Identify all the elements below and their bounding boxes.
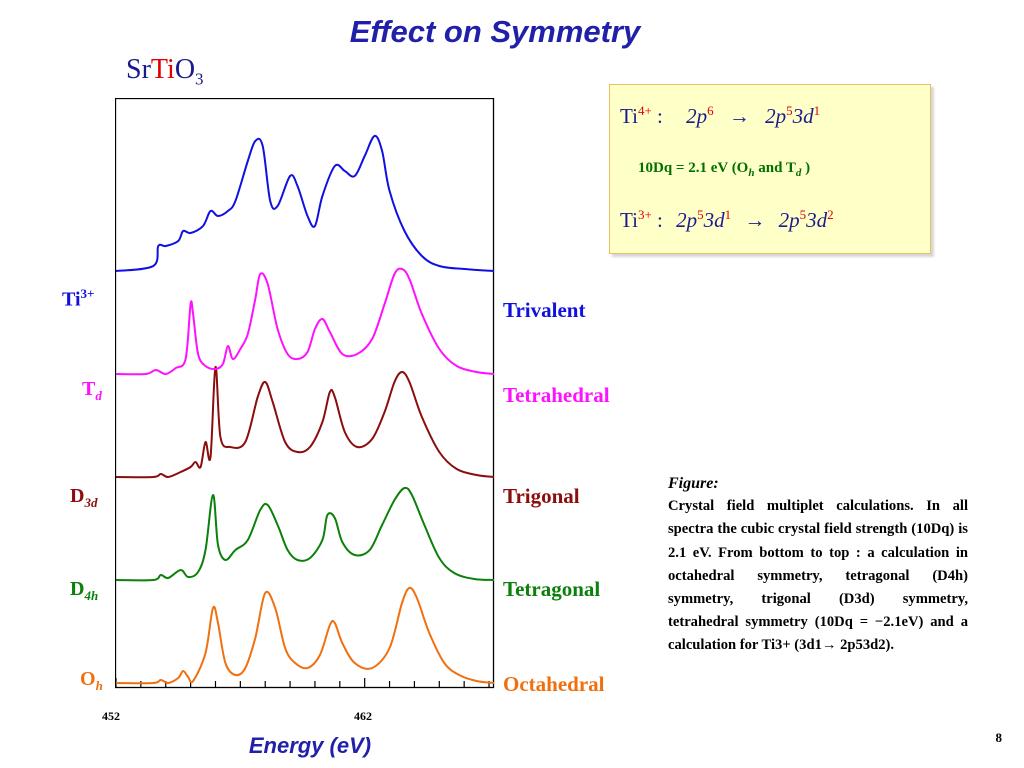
spectra-curves (115, 134, 495, 685)
spectrum-trigonal (115, 365, 495, 479)
x-axis-label: Energy (eV) (248, 733, 372, 758)
x-axis-ticks (115, 678, 490, 688)
label-tetragonal: Tetragonal (503, 577, 601, 601)
figure-caption-text: Crystal field multiplet calculations. In… (668, 498, 968, 654)
spectrum-octahedral (115, 586, 495, 685)
crystal-field-note: 10Dq = 2.1 eV (Oh and Td ) (638, 160, 811, 179)
page-number: 8 (995, 730, 1003, 745)
label-ti3plus: Ti3+ (62, 286, 95, 311)
spectrum-trivalent (115, 134, 495, 272)
plot-frame (115, 98, 495, 689)
compound-formula: SrTiO3 (126, 54, 204, 89)
label-td: Td (82, 378, 102, 403)
slide-title: Effect on Symmetry (349, 14, 641, 49)
figure-caption-heading: Figure: (668, 475, 719, 492)
label-d4h: D4h (70, 578, 99, 603)
figure-caption: Figure: Crystal field multiplet calculat… (668, 472, 968, 658)
label-oh: Oh (80, 668, 103, 693)
ti4plus-transition: Ti4+ : 2p6 → 2p53d1 (620, 103, 821, 128)
ti3plus-transition: Ti3+ : 2p53d1 → 2p53d2 (620, 207, 834, 232)
label-tetrahedral: Tetrahedral (503, 383, 610, 407)
label-trigonal: Trigonal (503, 484, 580, 508)
spectrum-tetrahedral (115, 267, 495, 376)
label-octahedral: Octahedral (503, 672, 605, 696)
label-trivalent: Trivalent (503, 298, 586, 322)
spectra-chart (115, 98, 495, 689)
spectrum-tetragonal (115, 486, 495, 582)
transition-info-box: Ti4+ : 2p6 → 2p53d1 10Dq = 2.1 eV (Oh an… (609, 84, 931, 254)
label-d3d: D3d (70, 485, 98, 510)
x-tick-label-452: 452 (102, 709, 120, 723)
x-tick-label-462: 462 (354, 709, 372, 723)
